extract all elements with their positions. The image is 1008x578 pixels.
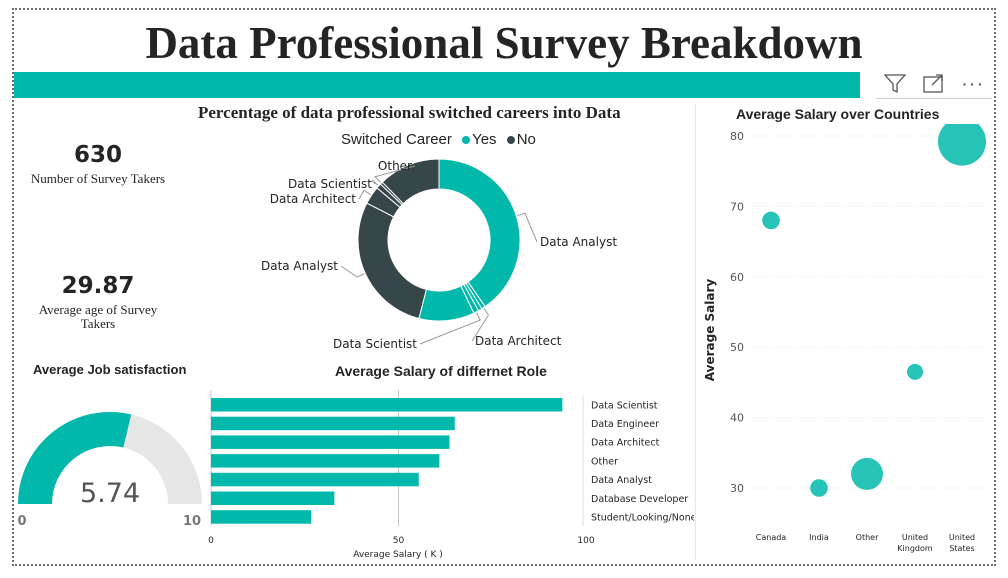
bar xyxy=(211,454,440,468)
bar xyxy=(211,416,455,431)
bar-category-label: Data Analyst xyxy=(591,475,652,486)
scatter-y-tick-label: 40 xyxy=(730,412,744,425)
gauge-title: Average Job satisfaction xyxy=(33,362,187,377)
gauge-chart: 5.74 0 10 xyxy=(17,412,202,529)
legend-no-swatch xyxy=(506,135,515,144)
donut-slice-label: Data Architect xyxy=(270,192,357,206)
dashboard-frame xyxy=(12,8,996,566)
donut-slice xyxy=(357,202,427,320)
donut-slice-label: Other xyxy=(378,159,412,173)
scatter-y-tick-label: 70 xyxy=(730,200,744,213)
page-title: Data Professional Survey Breakdown xyxy=(145,18,863,68)
donut-slice-label: Data Scientist xyxy=(333,337,417,351)
kpi-average-age-value: 29.87 xyxy=(61,273,135,299)
scatter-x-tick-label: India xyxy=(809,533,829,542)
legend-no-label[interactable]: No xyxy=(516,131,536,148)
scatter-point xyxy=(810,479,828,497)
donut-title: Percentage of data professional switched… xyxy=(198,103,621,122)
donut-leader-line xyxy=(358,189,371,200)
donut-slice-label: Data Architect xyxy=(475,334,562,348)
bar-chart: Data Scientist Data Engineer Data Architec… xyxy=(208,390,694,560)
header-band xyxy=(14,72,860,98)
bar xyxy=(211,510,312,524)
bar xyxy=(211,435,450,449)
bar-category-label: Data Engineer xyxy=(591,419,659,430)
more-options-icon[interactable]: ··· xyxy=(961,73,985,95)
scatter-point xyxy=(938,124,986,166)
donut-leader-line xyxy=(371,179,379,186)
kpi-survey-takers-value: 630 xyxy=(73,142,122,168)
bar-category-label: Database Developer xyxy=(591,494,688,505)
column-divider xyxy=(695,104,696,560)
kpi-average-age-label: Average age of Survey Takers xyxy=(38,302,158,331)
kpi-survey-takers: 630 Number of Survey Takers xyxy=(18,142,178,186)
gauge-value-label: 5.74 xyxy=(80,478,140,509)
bar-category-label: Student/Looking/None xyxy=(591,512,694,523)
filter-icon[interactable] xyxy=(880,71,910,97)
kpi-survey-takers-label: Number of Survey Takers xyxy=(30,171,166,186)
scatter-y-tick-label: 60 xyxy=(730,271,744,284)
legend-yes-swatch xyxy=(462,135,471,144)
scatter-x-tick-label: Canada xyxy=(756,533,787,542)
legend-title: Switched Career xyxy=(341,131,452,148)
bar-category-label: Data Architect xyxy=(591,438,660,449)
scatter-y-tick-label: 80 xyxy=(730,130,744,143)
visual-toolbar: ··· xyxy=(876,70,992,99)
bar-category-label: Other xyxy=(591,456,618,467)
donut-slice-label: Data Scientist xyxy=(288,177,372,191)
scatter-title: Average Salary over Countries xyxy=(736,106,940,122)
focus-mode-icon[interactable] xyxy=(919,71,949,97)
scatter-x-tick-label: United xyxy=(949,533,975,542)
donut-slice-label: Data Analyst xyxy=(540,235,617,249)
scatter-y-tick-label: 30 xyxy=(730,482,744,495)
scatter-x-tick-label: United xyxy=(902,533,928,542)
gauge-min-label: 0 xyxy=(17,514,26,529)
donut-legend: Switched Career Yes No xyxy=(341,131,536,148)
bar-category-label: Data Scientist xyxy=(591,400,658,411)
gauge-max-label: 10 xyxy=(183,514,201,529)
scatter-y-tick-label: 50 xyxy=(730,341,744,354)
scatter-x-tick-label: Kingdom xyxy=(897,544,933,553)
bar-chart-title: Average Salary of differnet Role xyxy=(335,363,547,379)
donut-leader-line xyxy=(340,265,365,278)
scatter-point xyxy=(907,363,923,380)
gauge-fill xyxy=(18,412,132,504)
scatter-chart: 30 40 50 60 70 80 Average Salary Canada India Oth… xyxy=(703,124,986,553)
donut-slice xyxy=(438,158,521,308)
donut-slice-label: Data Analyst xyxy=(261,259,338,273)
kpi-average-age: 29.87 Average age of Survey Takers xyxy=(28,273,168,331)
bar-x-axis-label: Average Salary ( K ) xyxy=(353,550,443,560)
bar xyxy=(211,472,419,487)
scatter-point xyxy=(851,457,883,490)
legend-yes-label[interactable]: Yes xyxy=(472,131,497,148)
donut-leader-line xyxy=(517,212,538,243)
bar xyxy=(211,398,563,412)
scatter-point xyxy=(762,211,780,230)
bar-x-tick-label: 0 xyxy=(208,536,214,546)
scatter-x-tick-label: Other xyxy=(856,533,879,542)
bar-x-tick-label: 100 xyxy=(577,536,594,546)
bar xyxy=(211,491,335,505)
donut-leader-line xyxy=(374,165,416,183)
donut-leader-line xyxy=(471,308,490,342)
bar-x-tick-label: 50 xyxy=(393,536,405,546)
donut-leader-line xyxy=(419,312,481,345)
scatter-x-tick-label: States xyxy=(949,544,974,553)
scatter-y-axis-label: Average Salary xyxy=(703,279,717,382)
